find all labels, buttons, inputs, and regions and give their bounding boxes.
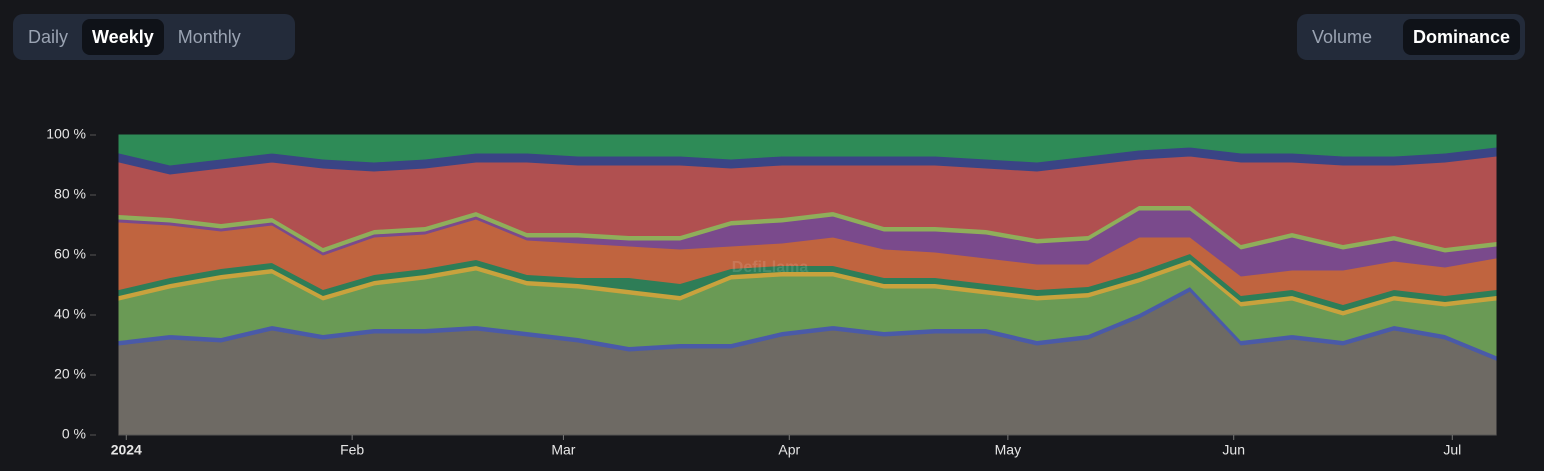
y-tick-label: 20 % [54, 366, 86, 382]
period-toggle: Daily Weekly Monthly [13, 14, 295, 60]
x-tick-label: May [995, 442, 1021, 458]
x-tick-label: Apr [778, 442, 800, 458]
y-tick-label: 0 % [62, 426, 86, 442]
y-tick-label: 40 % [54, 306, 86, 322]
y-tick-label: 60 % [54, 246, 86, 262]
y-tick-label: 100 % [46, 126, 86, 142]
toggle-button[interactable]: Weekly [82, 19, 164, 55]
x-tick-label: Jul [1443, 442, 1461, 458]
toggle-button[interactable]: Daily [28, 26, 69, 47]
toggle-button[interactable]: Volume [1312, 26, 1373, 47]
x-tick-label: Feb [340, 442, 364, 458]
toggle-button[interactable]: Monthly [177, 26, 241, 47]
y-tick-label: 80 % [54, 186, 86, 202]
x-tick-label: Jun [1222, 442, 1245, 458]
watermark: DefiLlama [732, 259, 809, 276]
x-tick-label: 2024 [111, 442, 142, 458]
area [118, 134, 1497, 166]
toggle-button[interactable]: Dominance [1402, 19, 1520, 55]
mode-toggle: Volume Dominance [1297, 14, 1525, 60]
x-tick-label: Mar [551, 442, 575, 458]
